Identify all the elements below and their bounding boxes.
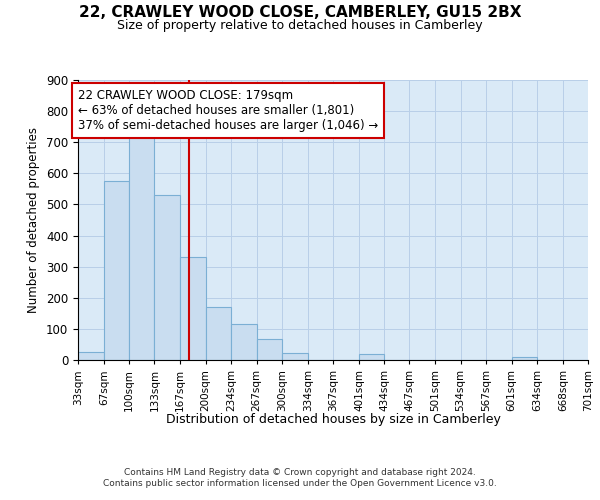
Text: Distribution of detached houses by size in Camberley: Distribution of detached houses by size … xyxy=(166,412,500,426)
Bar xyxy=(104,181,129,360)
Bar xyxy=(205,307,232,360)
Bar xyxy=(129,130,154,360)
Bar xyxy=(512,357,537,360)
Bar xyxy=(257,339,282,360)
Bar xyxy=(154,195,181,360)
Text: 22 CRAWLEY WOOD CLOSE: 179sqm
← 63% of detached houses are smaller (1,801)
37% o: 22 CRAWLEY WOOD CLOSE: 179sqm ← 63% of d… xyxy=(78,90,378,132)
Bar xyxy=(282,353,308,360)
Bar xyxy=(181,258,206,360)
Y-axis label: Number of detached properties: Number of detached properties xyxy=(28,127,40,313)
Text: Contains HM Land Registry data © Crown copyright and database right 2024.
Contai: Contains HM Land Registry data © Crown c… xyxy=(103,468,497,487)
Text: Size of property relative to detached houses in Camberley: Size of property relative to detached ho… xyxy=(117,19,483,32)
Text: 22, CRAWLEY WOOD CLOSE, CAMBERLEY, GU15 2BX: 22, CRAWLEY WOOD CLOSE, CAMBERLEY, GU15 … xyxy=(79,5,521,20)
Bar xyxy=(232,324,257,360)
Bar xyxy=(78,352,104,360)
Bar xyxy=(359,354,384,360)
